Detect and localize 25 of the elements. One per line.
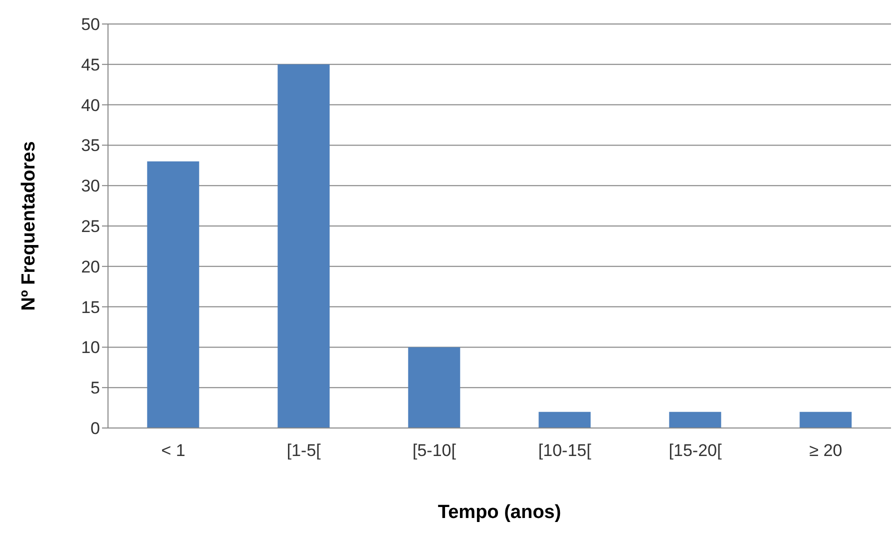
x-tick-label: [5-10[ [412,441,456,460]
y-tick-label: 5 [90,378,100,398]
y-tick-label: 45 [81,55,100,74]
x-tick-label: [10-15[ [538,441,592,460]
bar [408,347,460,428]
bar [669,412,722,428]
y-tick-label: 20 [81,257,100,276]
bar [538,412,591,428]
x-tick-label: < 1 [161,441,186,460]
bar [147,161,200,428]
bar [800,412,852,428]
y-tick-label: 15 [81,298,100,317]
y-axis-title: Nº Frequentadores [18,141,40,311]
y-tick-label: 40 [81,96,100,115]
x-tick-label: ≥ 20 [809,441,842,460]
y-tick-label: 50 [81,15,100,34]
y-tick-label: 25 [81,217,100,236]
y-tick-label: 30 [81,176,100,196]
bar [278,64,330,428]
y-tick-label: 35 [81,136,100,156]
x-tick-label: [1-5[ [286,441,322,460]
y-tick-label: 10 [81,338,100,358]
x-axis-title: Tempo (anos) [438,502,562,523]
x-tick-label: [15-20[ [668,441,722,460]
y-tick-label: 0 [90,419,100,438]
